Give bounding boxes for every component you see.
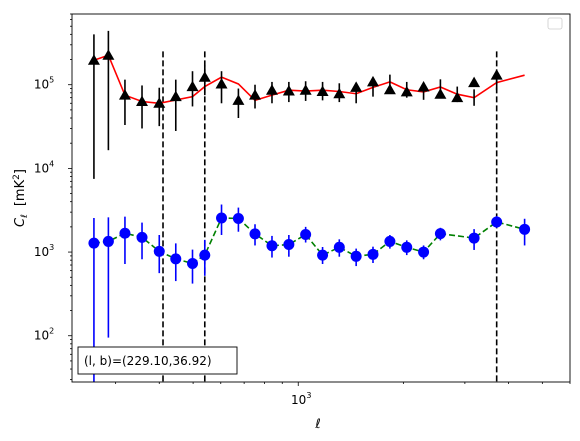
y-tick-label-1: 102 bbox=[34, 327, 54, 343]
y-tick-label-base-2: 10 bbox=[34, 245, 49, 259]
plot-content bbox=[87, 30, 531, 382]
series-1-marker-11 bbox=[249, 89, 262, 100]
series-2-marker-22 bbox=[434, 228, 446, 240]
y-tick-label-exp-3: 4 bbox=[49, 159, 54, 168]
y-axis-label-unit: [mK bbox=[13, 179, 28, 206]
annotation-text: (l, b)=(229.10,36.92) bbox=[84, 354, 212, 368]
series-1-marker-12 bbox=[265, 84, 278, 95]
series-2-marker-13 bbox=[283, 239, 295, 251]
x-axis-label: ℓ bbox=[314, 417, 320, 432]
series-1-marker-22 bbox=[434, 88, 447, 99]
y-tick-label-exp-4: 5 bbox=[49, 76, 54, 85]
series-2-marker-11 bbox=[249, 228, 261, 240]
series-1-marker-16 bbox=[333, 87, 346, 99]
series-1-marker-14 bbox=[299, 84, 312, 95]
series-2-marker-12 bbox=[266, 240, 278, 252]
series-2-marker-15 bbox=[317, 249, 329, 261]
series-2-marker-9 bbox=[216, 212, 228, 224]
series-1-marker-9 bbox=[215, 77, 228, 89]
x-tick-label-base: 10 bbox=[291, 393, 306, 407]
series-2-marker-4 bbox=[136, 231, 148, 243]
series-1-marker-1 bbox=[87, 54, 100, 65]
plot-frame bbox=[71, 13, 571, 383]
series-2-marker-18 bbox=[367, 248, 379, 260]
series-2-marker-20 bbox=[401, 241, 413, 253]
series-1-marker-3 bbox=[118, 89, 131, 100]
series-2-marker-1 bbox=[88, 237, 100, 249]
series-2-marker-23 bbox=[468, 232, 480, 244]
svg-text:Cℓ[mK2]: Cℓ [mK2] bbox=[12, 169, 30, 227]
series-2-marker-16 bbox=[333, 241, 345, 253]
y-tick-label-exp-2: 3 bbox=[49, 243, 54, 252]
annotation-box: (l, b)=(229.10,36.92) bbox=[77, 346, 238, 375]
x-tick-label-exp: 3 bbox=[306, 391, 311, 400]
series-1-marker-15 bbox=[316, 85, 329, 96]
series-2-marker-3 bbox=[119, 227, 131, 239]
series-1-marker-20 bbox=[400, 85, 413, 97]
series-2-marker-6 bbox=[170, 253, 182, 265]
series-1-marker-21 bbox=[417, 80, 430, 92]
series-2-marker-21 bbox=[418, 246, 430, 258]
series-2-marker-7 bbox=[187, 258, 199, 270]
y-tick-label-3: 104 bbox=[34, 159, 54, 175]
series-1-marker-24 bbox=[468, 76, 481, 88]
series-2-marker-8 bbox=[199, 249, 211, 261]
series-1-marker-5 bbox=[153, 97, 166, 108]
y-tick-label-base-4: 10 bbox=[34, 78, 49, 92]
y-axis-label-subscript: ℓ bbox=[20, 214, 30, 219]
series-2-marker-10 bbox=[232, 212, 244, 224]
series-1-marker-18 bbox=[366, 75, 379, 87]
series-1-marker-17 bbox=[350, 81, 363, 92]
y-axis-label-symbol: C bbox=[13, 217, 28, 227]
series-1-marker-19 bbox=[383, 83, 396, 95]
series-2-marker-25 bbox=[519, 223, 531, 235]
y-tick-label-exp-1: 2 bbox=[49, 327, 54, 336]
series-2-marker-2 bbox=[102, 235, 114, 247]
series-2-marker-5 bbox=[153, 245, 165, 257]
y-tick-label-base-3: 10 bbox=[34, 161, 49, 175]
y-axis-label: Cℓ [mK2] bbox=[12, 169, 30, 227]
series-2-marker-17 bbox=[350, 250, 362, 262]
series-2-marker-19 bbox=[384, 235, 396, 247]
series-1-marker-6 bbox=[169, 90, 182, 102]
series-1-marker-10 bbox=[232, 94, 245, 105]
y-tick-label-2: 103 bbox=[34, 243, 54, 259]
y-axis-label-unit-close: ] bbox=[13, 169, 28, 174]
series-1-marker-4 bbox=[136, 95, 149, 107]
series-1-marker-25 bbox=[490, 69, 503, 80]
x-tick-label-1000: 103 bbox=[291, 391, 311, 407]
legend-box bbox=[547, 17, 563, 30]
series-1-marker-2 bbox=[102, 49, 115, 60]
series-1-marker-13 bbox=[282, 85, 295, 96]
y-tick-label-base-1: 10 bbox=[34, 329, 49, 343]
series-2-marker-14 bbox=[300, 229, 312, 241]
series-2-marker-24 bbox=[491, 216, 503, 228]
series-1-marker-23 bbox=[451, 91, 464, 103]
y-tick-label-4: 105 bbox=[34, 76, 54, 92]
series-1-marker-8 bbox=[198, 71, 211, 82]
y-axis-label-unit-sup: 2 bbox=[12, 174, 22, 180]
series-1-marker-7 bbox=[186, 80, 199, 92]
